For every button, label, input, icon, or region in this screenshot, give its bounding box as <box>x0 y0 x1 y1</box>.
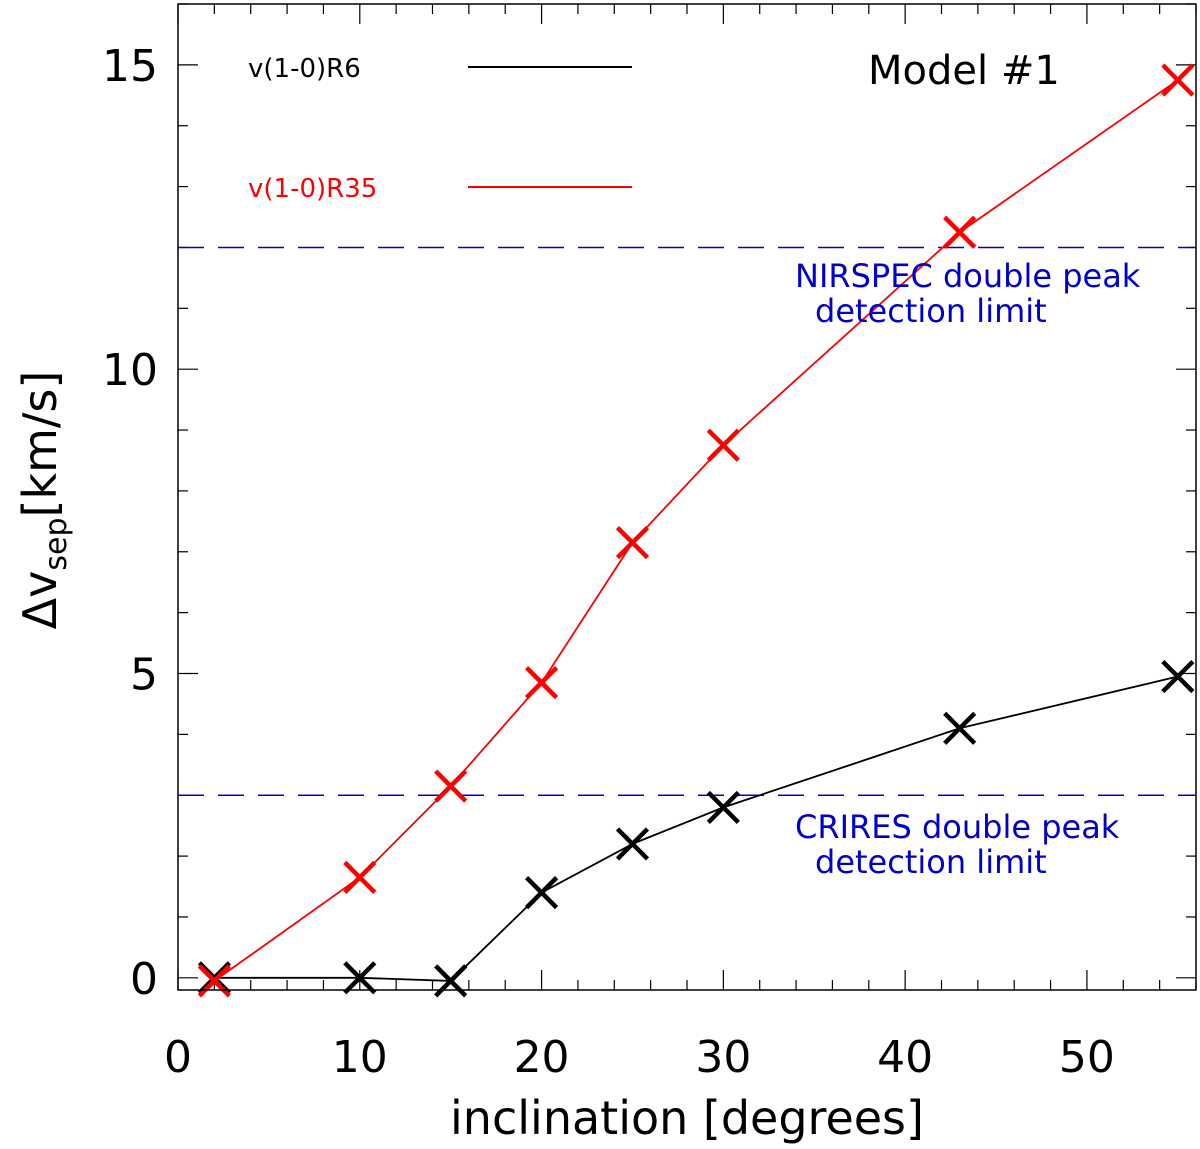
x-tick-label: 50 <box>1059 1032 1115 1083</box>
data-point-marker <box>434 964 468 998</box>
data-point-marker <box>524 666 559 700</box>
data-point-marker <box>197 964 231 998</box>
data-point-marker <box>1161 63 1195 97</box>
y-tick-label: 5 <box>130 650 158 701</box>
x-tick-label: 40 <box>877 1032 933 1083</box>
data-point-marker <box>943 215 977 249</box>
series-line-0 <box>214 675 1179 982</box>
x-axis-title: inclination [degrees] <box>450 1091 924 1145</box>
data-point-marker <box>943 711 977 745</box>
x-tick-label: 30 <box>695 1032 751 1083</box>
y-axis-subscript: sep <box>39 517 74 570</box>
data-point-marker <box>434 769 468 803</box>
x-tick-labels: 0 10 20 30 40 50 <box>164 1032 1115 1083</box>
data-point-marker <box>706 790 740 824</box>
crires-label-line2: detection limit <box>815 843 1047 881</box>
legend-label-r35: v(1-0)R35 <box>248 174 377 204</box>
x-tick-label: 10 <box>332 1032 388 1083</box>
legend-label-r6: v(1-0)R6 <box>248 54 361 84</box>
y-axis-unit: [km/s] <box>13 371 67 518</box>
data-series <box>197 63 1195 998</box>
y-tick-label: 15 <box>102 41 158 92</box>
data-point-marker <box>706 428 740 462</box>
crires-label-line1: CRIRES double peak <box>795 808 1120 846</box>
nirspec-label-line1: NIRSPEC double peak <box>795 257 1141 295</box>
legend: v(1-0)R6 v(1-0)R35 <box>248 54 632 204</box>
y-axis-delta: Δ <box>13 597 67 629</box>
y-axis-title: Δvsep[km/s] <box>13 371 74 630</box>
x-tick-label: 0 <box>164 1032 192 1083</box>
y-axis-v: v <box>13 571 67 598</box>
data-point-marker <box>615 526 650 560</box>
y-tick-label: 10 <box>102 345 158 396</box>
model-label: Model #1 <box>868 48 1060 94</box>
data-point-marker <box>343 860 377 894</box>
nirspec-label-line2: detection limit <box>815 292 1047 330</box>
data-point-marker <box>343 961 377 995</box>
x-tick-label: 20 <box>514 1032 570 1083</box>
data-point-marker <box>1161 659 1195 694</box>
data-point-marker <box>524 876 559 910</box>
y-tick-label: 0 <box>130 954 158 1005</box>
series-line-1 <box>213 79 1179 982</box>
data-point-marker <box>615 827 650 861</box>
crires-annotation: CRIRES double peak detection limit <box>795 808 1120 881</box>
reference-lines <box>178 246 1196 796</box>
plot-frame <box>177 3 1197 991</box>
nirspec-annotation: NIRSPEC double peak detection limit <box>795 257 1141 330</box>
y-tick-labels: 0 5 10 15 <box>102 41 158 1005</box>
